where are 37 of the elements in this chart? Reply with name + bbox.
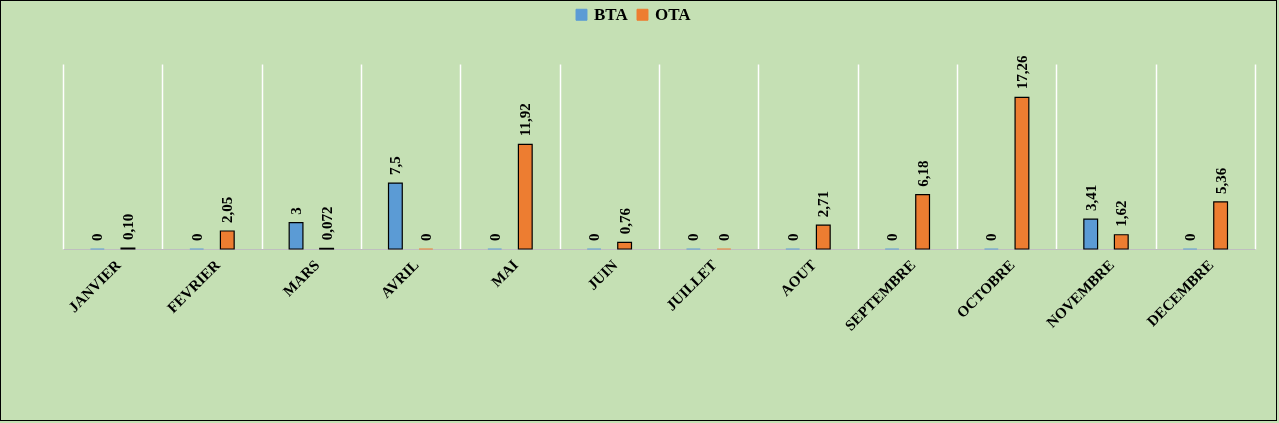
data-label: 0 — [586, 233, 603, 241]
data-label: 0 — [784, 233, 801, 241]
data-label: 0 — [188, 233, 205, 241]
data-label: 0 — [884, 233, 901, 241]
bar — [617, 241, 633, 250]
data-label: 0 — [1182, 233, 1199, 241]
bar — [915, 194, 931, 250]
bar — [387, 182, 403, 250]
data-label: 11,92 — [517, 103, 534, 137]
bar — [1113, 234, 1129, 250]
bar — [815, 224, 831, 250]
data-label: 0 — [89, 233, 106, 241]
data-label: 7,5 — [387, 156, 404, 176]
data-label: 0,10 — [119, 213, 136, 241]
data-label: 17,26 — [1013, 55, 1030, 90]
legend-label: BTA — [594, 4, 629, 24]
data-label: 0,76 — [616, 207, 633, 235]
bar — [1083, 218, 1099, 250]
data-label: 0 — [417, 233, 434, 241]
data-label: 2,71 — [815, 190, 832, 218]
data-label: 3 — [288, 207, 305, 215]
data-label: 1,62 — [1113, 200, 1130, 227]
bar — [1014, 96, 1030, 250]
data-label: 0 — [983, 233, 1000, 241]
bar — [517, 143, 533, 250]
data-label: 0 — [715, 233, 732, 241]
bar — [288, 222, 304, 250]
data-label: 6,18 — [914, 160, 931, 187]
data-label: 5,36 — [1212, 167, 1229, 194]
bar — [219, 230, 235, 250]
bar — [1213, 201, 1229, 250]
data-label: 0,072 — [318, 206, 335, 241]
data-label: 3,41 — [1082, 184, 1099, 212]
data-label: 0 — [486, 233, 503, 241]
legend-label: OTA — [655, 4, 692, 24]
data-label: 2,05 — [219, 196, 236, 223]
data-label: 0 — [685, 233, 702, 241]
